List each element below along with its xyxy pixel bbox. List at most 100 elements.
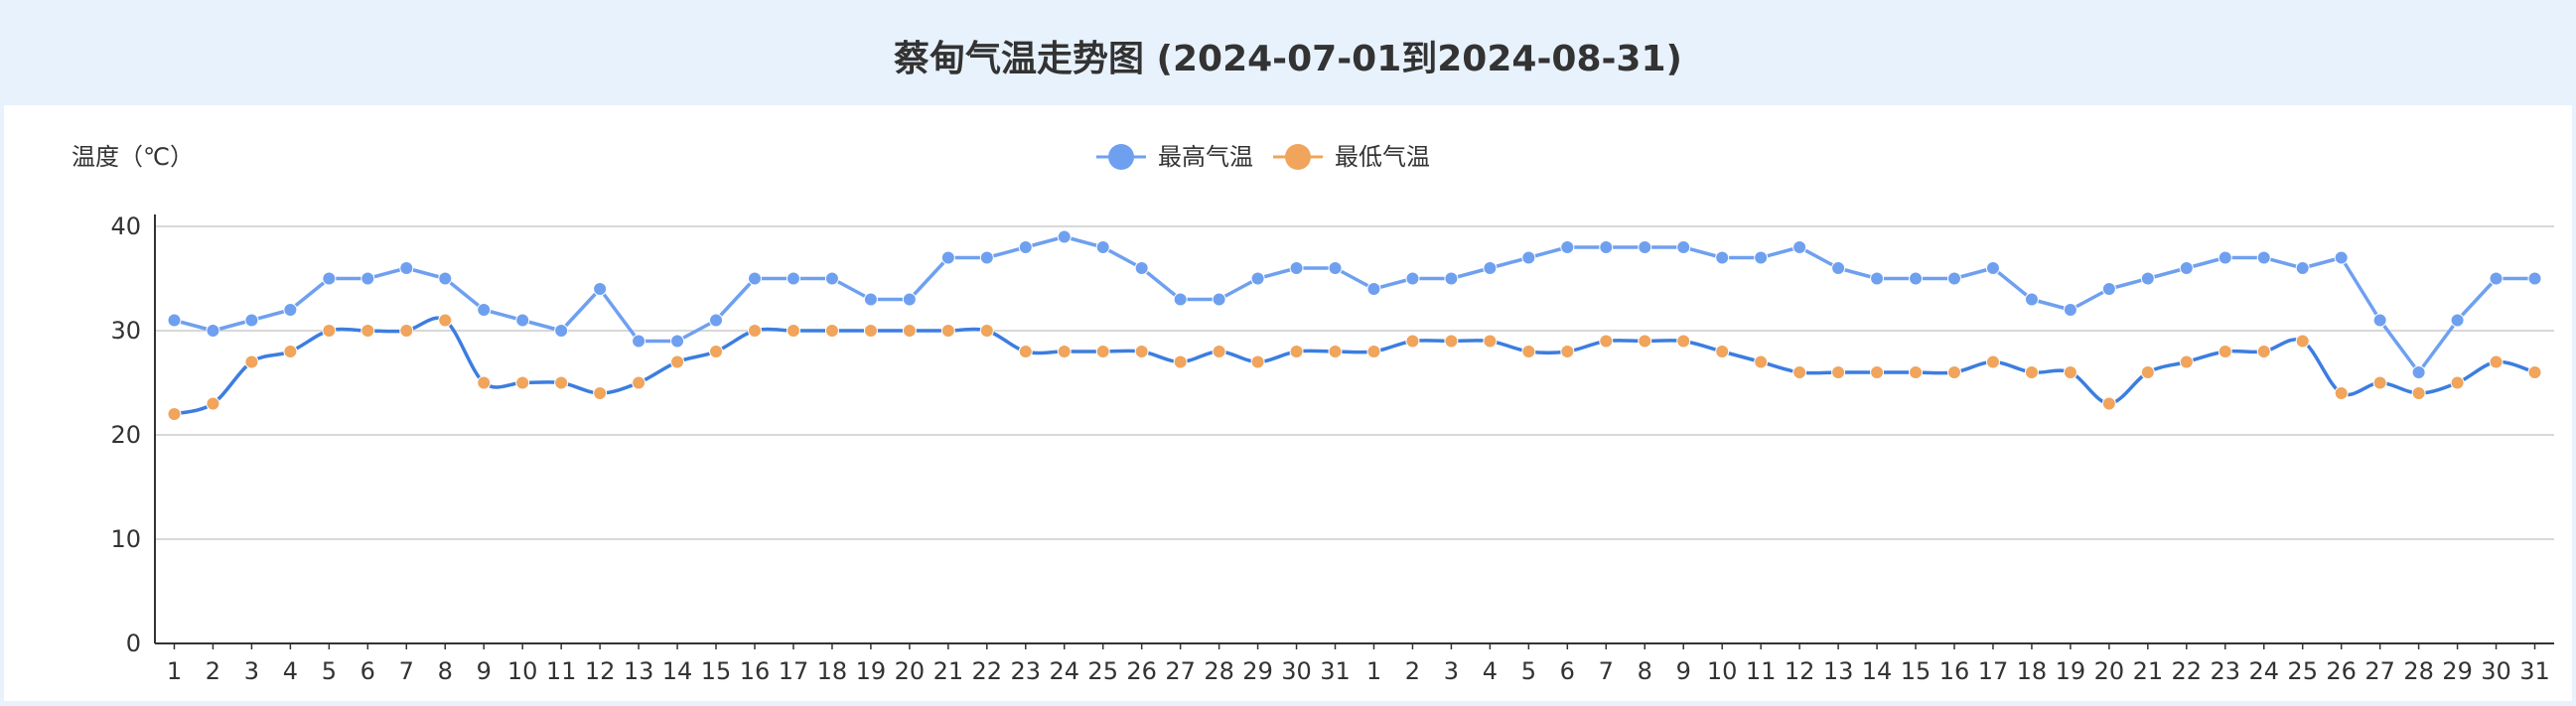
data-point[interactable] bbox=[1212, 345, 1226, 358]
data-point[interactable] bbox=[2372, 313, 2387, 328]
data-point[interactable] bbox=[322, 324, 337, 338]
data-point[interactable] bbox=[2450, 375, 2465, 390]
data-point[interactable] bbox=[1366, 345, 1381, 358]
data-point[interactable] bbox=[477, 303, 492, 317]
data-point[interactable] bbox=[2024, 292, 2039, 307]
data-point[interactable] bbox=[1560, 240, 1575, 254]
data-point[interactable] bbox=[1521, 250, 1536, 265]
data-point[interactable] bbox=[940, 250, 955, 265]
data-point[interactable] bbox=[244, 354, 259, 369]
data-point[interactable] bbox=[1638, 334, 1652, 349]
data-point[interactable] bbox=[2063, 365, 2077, 379]
data-point[interactable] bbox=[748, 271, 762, 286]
data-point[interactable] bbox=[399, 324, 414, 338]
data-point[interactable] bbox=[2527, 365, 2542, 379]
data-point[interactable] bbox=[1405, 334, 1420, 349]
data-point[interactable] bbox=[786, 324, 800, 338]
data-point[interactable] bbox=[1870, 271, 1885, 286]
data-point[interactable] bbox=[1483, 261, 1498, 275]
data-point[interactable] bbox=[1754, 250, 1769, 265]
data-point[interactable] bbox=[2101, 282, 2116, 296]
data-point[interactable] bbox=[2101, 396, 2116, 411]
data-point[interactable] bbox=[1405, 271, 1420, 286]
data-point[interactable] bbox=[1676, 240, 1691, 254]
data-point[interactable] bbox=[709, 313, 724, 328]
data-point[interactable] bbox=[2256, 250, 2271, 265]
data-point[interactable] bbox=[2334, 250, 2349, 265]
data-point[interactable] bbox=[1870, 365, 1885, 379]
data-point[interactable] bbox=[632, 334, 646, 349]
data-point[interactable] bbox=[1985, 261, 2000, 275]
data-point[interactable] bbox=[1947, 365, 1961, 379]
data-point[interactable] bbox=[786, 271, 800, 286]
data-point[interactable] bbox=[438, 313, 453, 328]
data-point[interactable] bbox=[1792, 240, 1807, 254]
data-point[interactable] bbox=[1521, 345, 1536, 358]
data-point[interactable] bbox=[2295, 261, 2310, 275]
data-point[interactable] bbox=[1831, 365, 1846, 379]
data-point[interactable] bbox=[515, 313, 530, 328]
data-point[interactable] bbox=[2140, 365, 2155, 379]
data-point[interactable] bbox=[1250, 354, 1265, 369]
data-point[interactable] bbox=[1328, 345, 1343, 358]
data-point[interactable] bbox=[438, 271, 453, 286]
data-point[interactable] bbox=[1676, 334, 1691, 349]
data-point[interactable] bbox=[554, 375, 569, 390]
data-point[interactable] bbox=[1328, 261, 1343, 275]
data-point[interactable] bbox=[2489, 271, 2504, 286]
data-point[interactable] bbox=[1289, 345, 1304, 358]
data-point[interactable] bbox=[2295, 334, 2310, 349]
data-point[interactable] bbox=[1173, 292, 1188, 307]
data-point[interactable] bbox=[2489, 354, 2504, 369]
data-point[interactable] bbox=[1095, 345, 1110, 358]
data-point[interactable] bbox=[1831, 261, 1846, 275]
data-point[interactable] bbox=[2450, 313, 2465, 328]
data-point[interactable] bbox=[2218, 345, 2232, 358]
data-point[interactable] bbox=[167, 407, 182, 421]
data-point[interactable] bbox=[322, 271, 337, 286]
data-point[interactable] bbox=[2372, 375, 2387, 390]
data-point[interactable] bbox=[1483, 334, 1498, 349]
data-point[interactable] bbox=[206, 396, 220, 411]
data-point[interactable] bbox=[2140, 271, 2155, 286]
data-point[interactable] bbox=[902, 324, 917, 338]
data-point[interactable] bbox=[2179, 354, 2194, 369]
data-point[interactable] bbox=[1173, 354, 1188, 369]
data-point[interactable] bbox=[1947, 271, 1961, 286]
data-point[interactable] bbox=[1560, 345, 1575, 358]
data-point[interactable] bbox=[940, 324, 955, 338]
data-point[interactable] bbox=[167, 313, 182, 328]
data-point[interactable] bbox=[244, 313, 259, 328]
data-point[interactable] bbox=[748, 324, 762, 338]
data-point[interactable] bbox=[477, 375, 492, 390]
data-point[interactable] bbox=[902, 292, 917, 307]
data-point[interactable] bbox=[1095, 240, 1110, 254]
data-point[interactable] bbox=[1366, 282, 1381, 296]
data-point[interactable] bbox=[593, 386, 608, 400]
data-point[interactable] bbox=[670, 334, 685, 349]
data-point[interactable] bbox=[863, 292, 878, 307]
data-point[interactable] bbox=[593, 282, 608, 296]
data-point[interactable] bbox=[1909, 271, 1924, 286]
data-point[interactable] bbox=[2411, 386, 2426, 400]
data-point[interactable] bbox=[2063, 303, 2077, 317]
legend-item-1[interactable]: 最高气温 bbox=[1096, 143, 1253, 171]
data-point[interactable] bbox=[1715, 250, 1730, 265]
legend-item-2[interactable]: 最低气温 bbox=[1273, 143, 1430, 171]
data-point[interactable] bbox=[1134, 345, 1149, 358]
data-point[interactable] bbox=[1444, 334, 1459, 349]
data-point[interactable] bbox=[1289, 261, 1304, 275]
data-point[interactable] bbox=[1018, 345, 1033, 358]
data-point[interactable] bbox=[1599, 240, 1614, 254]
data-point[interactable] bbox=[2179, 261, 2194, 275]
data-point[interactable] bbox=[1599, 334, 1614, 349]
data-point[interactable] bbox=[2527, 271, 2542, 286]
data-point[interactable] bbox=[1250, 271, 1265, 286]
data-point[interactable] bbox=[1754, 354, 1769, 369]
data-point[interactable] bbox=[863, 324, 878, 338]
data-point[interactable] bbox=[2411, 365, 2426, 379]
data-point[interactable] bbox=[2256, 345, 2271, 358]
data-point[interactable] bbox=[979, 324, 994, 338]
data-point[interactable] bbox=[979, 250, 994, 265]
data-point[interactable] bbox=[2024, 365, 2039, 379]
